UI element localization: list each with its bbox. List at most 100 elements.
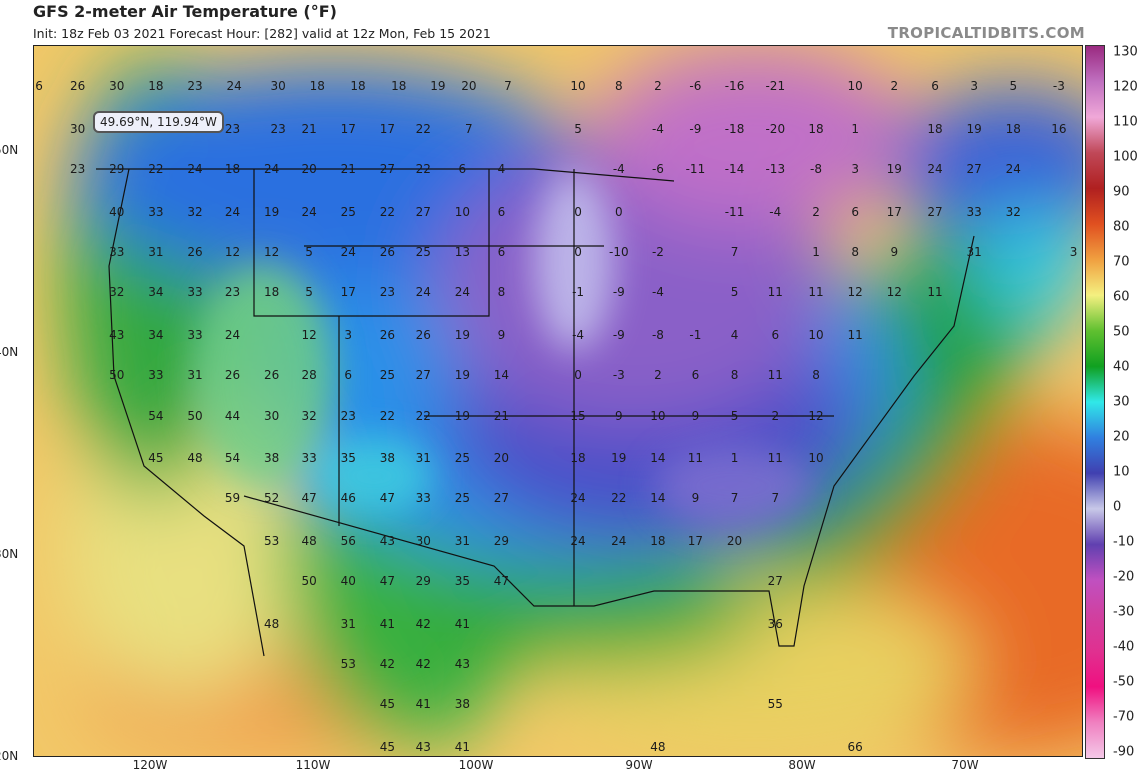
station-temperature: 22 xyxy=(379,408,395,423)
station-temperature: 22 xyxy=(148,162,164,177)
station-temperature: 47 xyxy=(493,574,510,589)
station-temperature: 36 xyxy=(767,616,783,631)
station-temperature: 5 xyxy=(305,245,313,259)
station-temperature: 0 xyxy=(574,204,582,219)
station-temperature: 18 xyxy=(927,121,943,136)
colorbar-tick-label: 10 xyxy=(1113,464,1130,480)
station-temperature: 17 xyxy=(886,204,902,219)
station-temperature: 27 xyxy=(767,574,783,589)
station-temperature: 0 xyxy=(614,204,623,219)
station-temperature: 44 xyxy=(224,408,241,423)
station-temperature: 6 xyxy=(931,79,939,94)
station-temperature: 30 xyxy=(109,79,125,94)
station-temperature: 24 xyxy=(927,162,943,177)
station-temperature: 11 xyxy=(767,451,783,466)
station-temperature: 17 xyxy=(340,285,356,300)
station-temperature: -9 xyxy=(689,121,702,136)
station-temperature: 6 xyxy=(497,245,506,259)
station-temperature: 4 xyxy=(730,327,739,342)
station-temperature: 14 xyxy=(493,368,510,383)
station-temperature: -11 xyxy=(685,162,706,177)
station-temperature: 30 xyxy=(70,121,86,136)
station-temperature: 20 xyxy=(461,79,477,94)
station-temperature: 33 xyxy=(109,245,125,259)
station-temperature: 6 xyxy=(458,162,467,177)
station-temperature: 12 xyxy=(886,285,902,300)
station-temperature: 5 xyxy=(730,285,739,300)
station-temperature: 18 xyxy=(350,79,366,94)
station-temperature: 26 xyxy=(415,327,431,342)
station-temperature: -4 xyxy=(769,204,782,219)
station-temperature: 59 xyxy=(224,491,241,506)
station-temperature: 6 xyxy=(851,204,859,219)
station-temperature: 33 xyxy=(187,327,203,342)
temperature-map[interactable]: 26263018232430181818192071082-6-16-21102… xyxy=(33,45,1083,757)
station-temperature: 5 xyxy=(730,408,739,423)
longitude-label: 120W xyxy=(132,758,168,772)
station-temperature: 19 xyxy=(263,204,280,219)
station-temperature: 1 xyxy=(812,245,820,259)
station-temperature: 33 xyxy=(148,204,164,219)
station-temperature: -4 xyxy=(651,121,664,136)
station-temperature: 38 xyxy=(263,451,280,466)
station-temperature: 18 xyxy=(148,79,164,94)
station-temperature: 21 xyxy=(493,408,510,423)
station-temperature: 47 xyxy=(379,574,395,589)
station-temperature: 18 xyxy=(650,533,666,548)
site-brand[interactable]: TROPICALTIDBITS.COM xyxy=(887,24,1085,42)
station-temperature: 48 xyxy=(263,616,280,631)
station-temperature: 41 xyxy=(415,697,431,712)
station-temperature: -9 xyxy=(612,327,625,342)
station-temperature: 26 xyxy=(224,368,241,383)
station-temperature: 21 xyxy=(301,121,317,136)
station-temperature: 5 xyxy=(1009,79,1018,94)
station-temperature: 19 xyxy=(454,408,470,423)
station-temperature: -3 xyxy=(612,368,625,383)
station-temperature: 18 xyxy=(1005,121,1021,136)
longitude-label: 90W xyxy=(625,758,653,772)
station-temperature: 20 xyxy=(726,533,743,548)
station-temperature: 53 xyxy=(263,533,280,548)
station-temperature: -4 xyxy=(572,327,585,342)
station-temperature: -11 xyxy=(724,204,745,219)
station-temperature: -6 xyxy=(689,79,702,94)
station-temperature: -3 xyxy=(1052,79,1065,94)
station-temperature: 33 xyxy=(148,368,164,383)
station-temperature: 10 xyxy=(650,408,666,423)
longitude-label: 70W xyxy=(951,758,979,772)
station-temperature: 32 xyxy=(301,408,317,423)
station-temperature: 8 xyxy=(614,79,623,94)
station-temperature: 29 xyxy=(493,533,510,548)
station-temperature: 31 xyxy=(966,245,982,259)
map-title: GFS 2-meter Air Temperature (°F) xyxy=(33,2,337,21)
colorbar-tick-label: 100 xyxy=(1113,149,1137,165)
station-temperature: 9 xyxy=(691,408,700,423)
station-temperature: 24 xyxy=(263,162,280,177)
station-temperature: 18 xyxy=(391,79,407,94)
colorbar-tick-label: 70 xyxy=(1113,254,1130,270)
station-temperature: 33 xyxy=(187,285,203,300)
station-temperature: 27 xyxy=(415,204,431,219)
station-temperature: 17 xyxy=(687,533,704,548)
station-temperature: 10 xyxy=(570,79,586,94)
station-temperature: 28 xyxy=(301,368,317,383)
colorbar-tick-label: -30 xyxy=(1113,604,1135,620)
station-temperature: 43 xyxy=(109,327,125,342)
station-temperature: 47 xyxy=(301,491,317,506)
station-temperature: 11 xyxy=(847,327,863,342)
colorbar-tick-label: 120 xyxy=(1113,79,1137,95)
station-temperature: 23 xyxy=(270,121,286,136)
colorbar-tick-label: 30 xyxy=(1113,394,1130,410)
station-temperature: 12 xyxy=(808,408,824,423)
station-temperature: 66 xyxy=(847,739,863,754)
station-temperature: 20 xyxy=(493,451,510,466)
station-temperature: 8 xyxy=(497,285,506,300)
station-temperature: 27 xyxy=(927,204,943,219)
station-temperature: 29 xyxy=(415,574,431,589)
station-temperature: 40 xyxy=(109,204,125,219)
station-temperature: 23 xyxy=(340,408,356,423)
station-temperature: 11 xyxy=(687,451,704,466)
station-temperature: -14 xyxy=(724,162,745,177)
station-temperature: 24 xyxy=(1005,162,1021,177)
station-temperature: 11 xyxy=(767,285,783,300)
